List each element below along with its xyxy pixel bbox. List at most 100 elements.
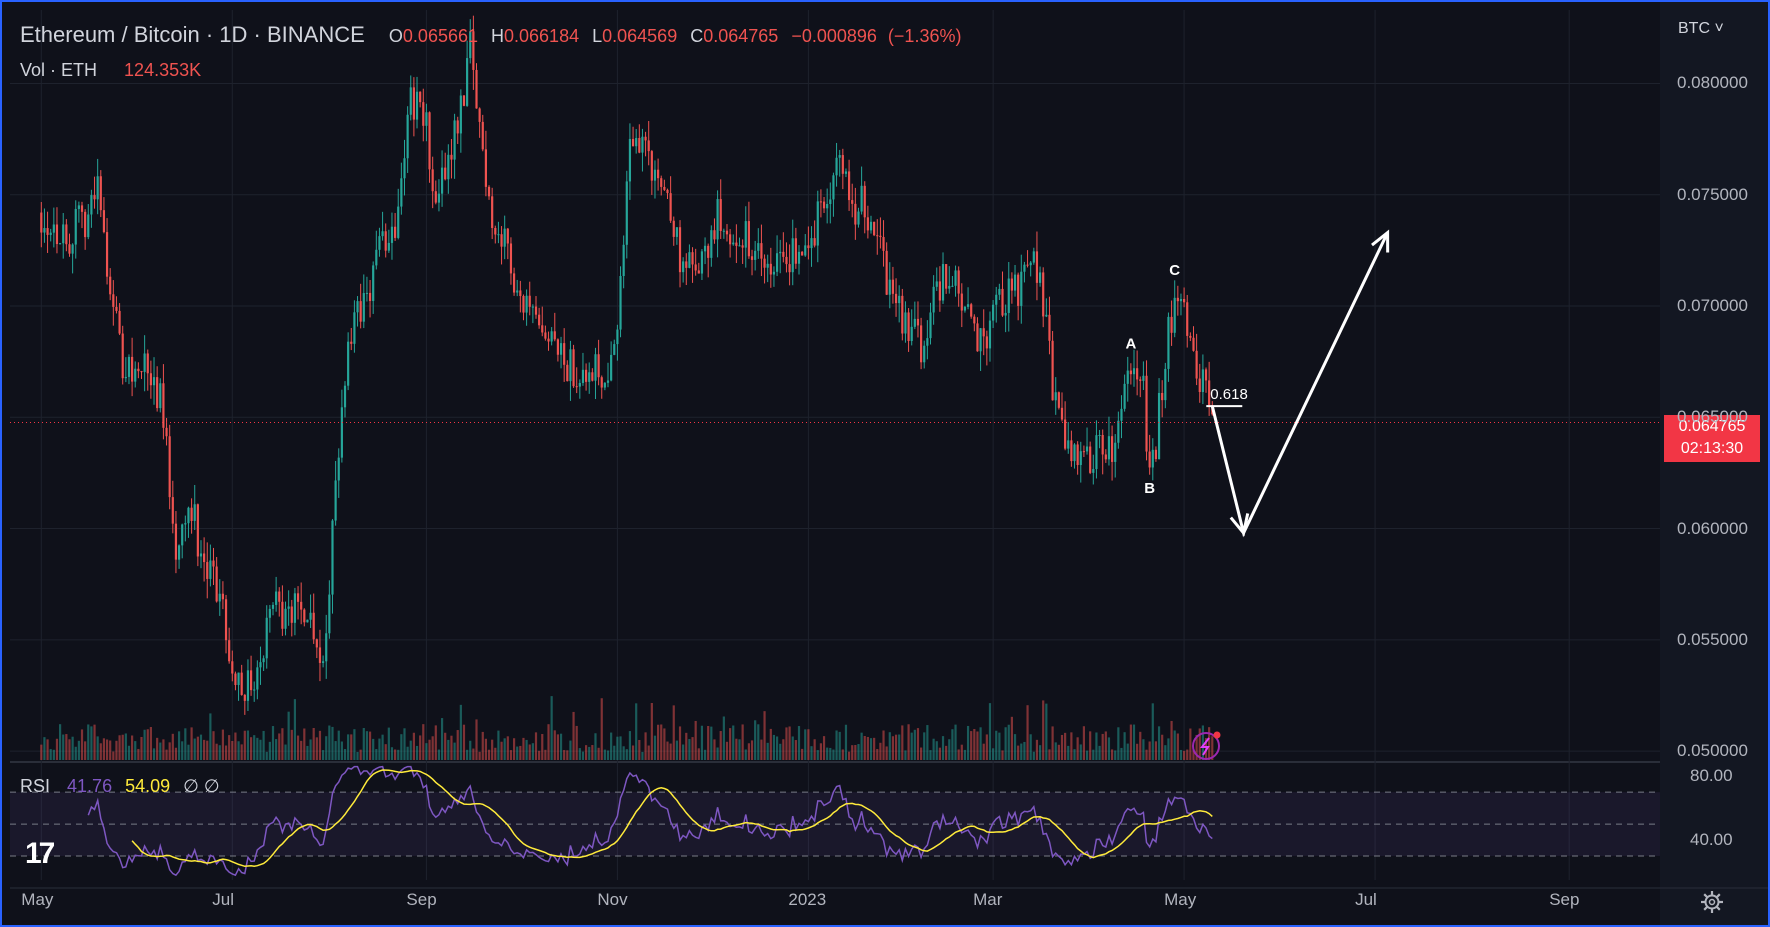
candle (910, 326, 913, 341)
candle (907, 312, 910, 341)
low-value: 0.064569 (602, 26, 678, 46)
candle (1032, 251, 1035, 263)
volume-bar (1157, 726, 1161, 760)
volume-bar (769, 728, 772, 760)
volume-bar (347, 734, 350, 760)
volume-bar (203, 739, 206, 760)
volume-bar (1054, 742, 1057, 760)
volume-bar (741, 724, 744, 760)
candle (469, 31, 472, 59)
candle (177, 545, 181, 560)
candle (462, 95, 466, 106)
rsi-legend: RSI 41.76 54.09 ∅ ∅ (20, 776, 220, 797)
volume-bar (631, 745, 635, 760)
rsi-extra-value: ∅ ∅ (183, 776, 220, 796)
candle (1051, 340, 1054, 401)
candle (979, 328, 982, 352)
candle (1186, 302, 1189, 336)
volume-bar (710, 726, 713, 760)
candle (375, 249, 378, 266)
volume-bar (841, 749, 844, 760)
candle (641, 136, 644, 153)
volume-bar (124, 733, 127, 760)
volume-bar (816, 750, 819, 760)
gear-icon[interactable] (1700, 890, 1724, 914)
candle (115, 306, 118, 311)
candle (901, 295, 904, 334)
candle (782, 251, 785, 257)
volume-bar (381, 734, 384, 760)
candle (58, 243, 62, 245)
candle (74, 208, 77, 245)
candle (121, 333, 124, 379)
candle (860, 185, 863, 212)
volume-bar (440, 718, 444, 760)
candle (425, 112, 428, 126)
candle (744, 221, 747, 248)
chart-title[interactable]: Ethereum / Bitcoin · 1D · BINANCE (20, 22, 365, 47)
candle (509, 243, 513, 274)
candle (234, 673, 237, 685)
volume-bar (397, 749, 400, 760)
candle (923, 345, 926, 363)
volume-bar (888, 732, 891, 760)
volume-bar (1020, 743, 1023, 760)
candle (365, 292, 369, 294)
candle (80, 205, 84, 212)
volume-bar (425, 743, 428, 760)
volume-bar (775, 736, 779, 760)
candle (437, 193, 441, 203)
tradingview-logo-icon[interactable]: 17 (25, 837, 55, 870)
rsi-label[interactable]: RSI (20, 776, 51, 796)
volume-bar (462, 724, 466, 760)
volume-bar (243, 730, 246, 760)
candle (196, 504, 199, 557)
volume-bar (907, 724, 910, 760)
candle (794, 238, 797, 264)
currency-selector[interactable]: BTC ˅ (1678, 20, 1724, 38)
volume-bar (763, 711, 766, 760)
candle (262, 658, 265, 663)
candle (1129, 370, 1132, 375)
candle (1101, 435, 1104, 455)
volume-bar (275, 739, 278, 760)
volume-label[interactable]: Vol · ETH (20, 60, 98, 80)
volume-bar (55, 738, 59, 760)
candle (1026, 264, 1029, 266)
candle (876, 235, 879, 237)
candle (657, 169, 660, 179)
candle (1057, 392, 1060, 408)
volume-bar (932, 738, 935, 760)
volume-bar (143, 729, 146, 760)
time-tick-label: May (1164, 890, 1197, 909)
lightning-icon (1192, 732, 1221, 760)
volume-bar (212, 731, 215, 760)
candle (1114, 442, 1117, 462)
candle (966, 304, 970, 307)
candle (1054, 392, 1057, 401)
candle (995, 294, 998, 305)
candle (791, 238, 794, 273)
candle (663, 186, 666, 190)
currency-label: BTC (1678, 20, 1710, 37)
candle (378, 236, 381, 250)
candle (224, 599, 228, 641)
volume-bar (328, 725, 331, 760)
candle (337, 457, 340, 481)
candle (221, 593, 224, 600)
candle (171, 497, 174, 524)
candle (926, 338, 929, 346)
volume-bar (1101, 733, 1104, 760)
candle (1154, 449, 1158, 460)
volume-bar (797, 726, 801, 760)
volume-bar (957, 749, 960, 760)
volume-value: 124.353K (124, 60, 202, 80)
candle (96, 176, 99, 200)
candle (275, 591, 278, 605)
candle (672, 220, 675, 237)
volume-bar (287, 711, 290, 760)
volume-bar (876, 749, 879, 760)
volume-bar (306, 745, 309, 760)
volume-bar (419, 735, 422, 760)
